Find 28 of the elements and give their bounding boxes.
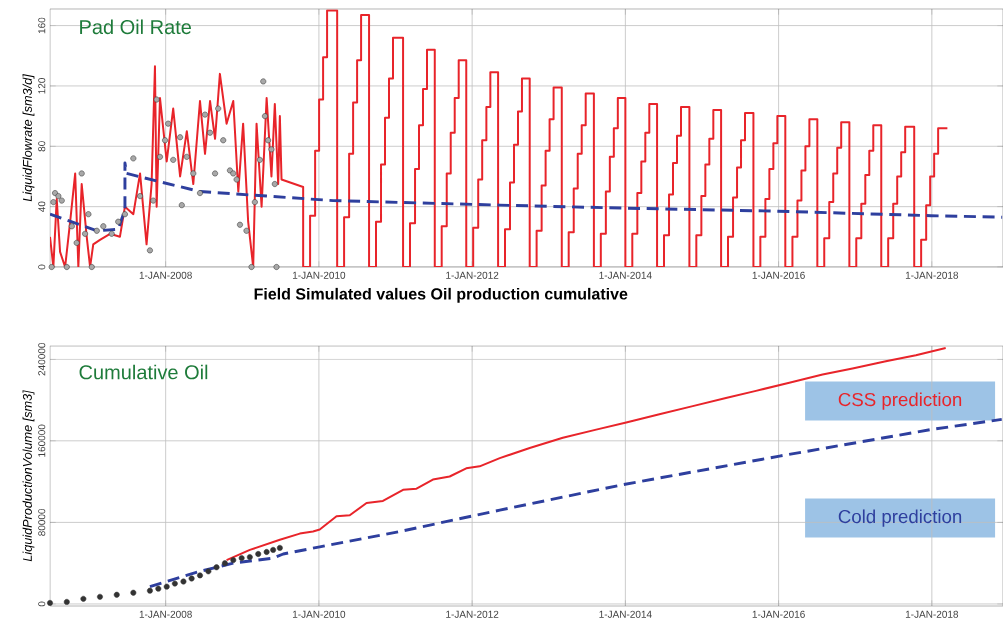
y-tick-label: 160000 — [38, 424, 46, 457]
x-tick-label: 1-JAN-2010 — [292, 610, 346, 618]
x-tick-label: 1-JAN-2008 — [139, 271, 192, 279]
y-tick-label: 160 — [38, 17, 46, 34]
y-tick-label: 40 — [38, 201, 46, 212]
annotation: Cumulative Oil — [79, 364, 208, 380]
x-tick-label: 1-JAN-2008 — [139, 610, 192, 618]
x-tick-label: 1-JAN-2014 — [599, 610, 652, 618]
y-tick-label: 0 — [38, 601, 46, 607]
y-axis-title: LiquidProductionVolume [sm3] — [22, 390, 35, 562]
y-tick-label: 80000 — [38, 508, 46, 536]
x-tick-label: 1-JAN-2010 — [292, 271, 346, 279]
x-tick-label: 1-JAN-2012 — [446, 610, 499, 618]
y-axis-title: LiquidFlowrate [sm3/d] — [22, 74, 35, 202]
text: Cold prediction — [838, 509, 962, 527]
y-tick-label: 240000 — [38, 342, 46, 376]
y-tick-label: 80 — [38, 141, 46, 152]
x-tick-label: 1-JAN-2016 — [752, 610, 805, 618]
y-tick-label: 120 — [38, 78, 46, 94]
y-tick-label: 0 — [38, 264, 46, 270]
chart-title: Field Simulated values Oil production cumulative — [254, 287, 628, 303]
x-tick-label: 1-JAN-2012 — [446, 271, 499, 279]
x-tick-label: 1-JAN-2018 — [905, 271, 959, 279]
x-tick-label: 1-JAN-2014 — [599, 271, 652, 279]
x-tick-label: 1-JAN-2016 — [752, 271, 805, 279]
x-tick-label: 1-JAN-2018 — [905, 610, 959, 618]
chart-title: Pad Oil Rate — [80, 19, 191, 35]
series-label: CSS prediction — [838, 392, 962, 410]
